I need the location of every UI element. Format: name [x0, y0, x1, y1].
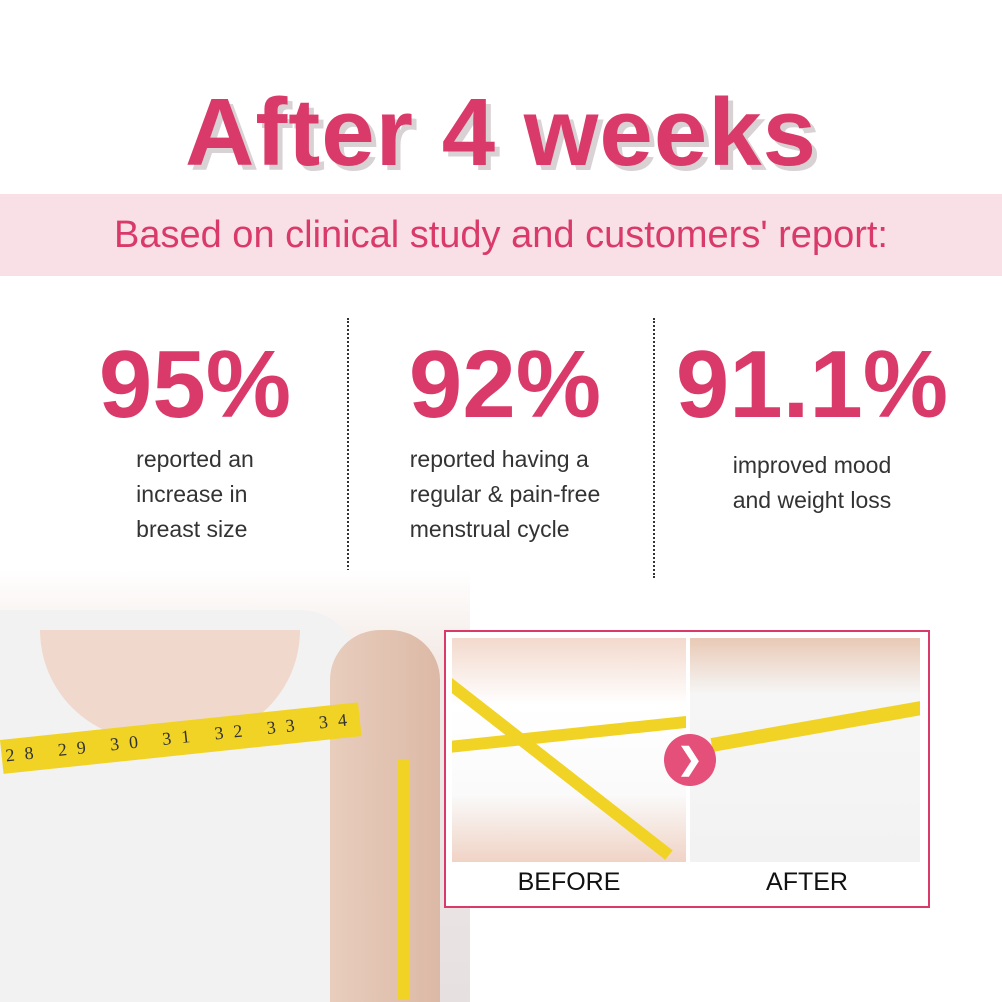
- before-photo: [452, 638, 686, 862]
- stat-menstrual-cycle: 92% reported having a regular & pain-fre…: [375, 330, 635, 547]
- before-label: BEFORE: [517, 868, 621, 896]
- arm: [330, 630, 440, 1002]
- dotted-divider: [653, 318, 655, 578]
- subtitle: Based on clinical study and customers' r…: [114, 214, 888, 256]
- stat-value: 91.1%: [675, 331, 949, 438]
- stat-description: reported an increase in breast size: [136, 446, 254, 542]
- chevron-right-icon: ❯: [664, 734, 716, 786]
- measuring-tape-end: [398, 760, 410, 1000]
- subtitle-band: Based on clinical study and customers' r…: [0, 194, 1002, 276]
- stat-breast-size: 95% reported an increase in breast size: [60, 330, 330, 547]
- tape: [452, 678, 673, 860]
- shirt: [0, 610, 360, 1002]
- stat-description: improved mood and weight loss: [732, 452, 892, 513]
- stat-value: 95%: [98, 331, 292, 438]
- measuring-photo: 28 29 30 31 32 33 34 35: [0, 570, 470, 1002]
- after-label: AFTER: [766, 868, 848, 896]
- stat-value: 92%: [408, 331, 602, 438]
- tape: [710, 698, 920, 752]
- page-title: After 4 weeks: [185, 79, 817, 186]
- stat-description: reported having a regular & pain-free me…: [409, 446, 601, 542]
- after-photo: [690, 638, 920, 862]
- dotted-divider: [347, 318, 349, 578]
- stat-mood-weight: 91.1% improved mood and weight loss: [672, 330, 952, 518]
- before-after-comparison: ❯ BEFORE AFTER: [444, 630, 930, 908]
